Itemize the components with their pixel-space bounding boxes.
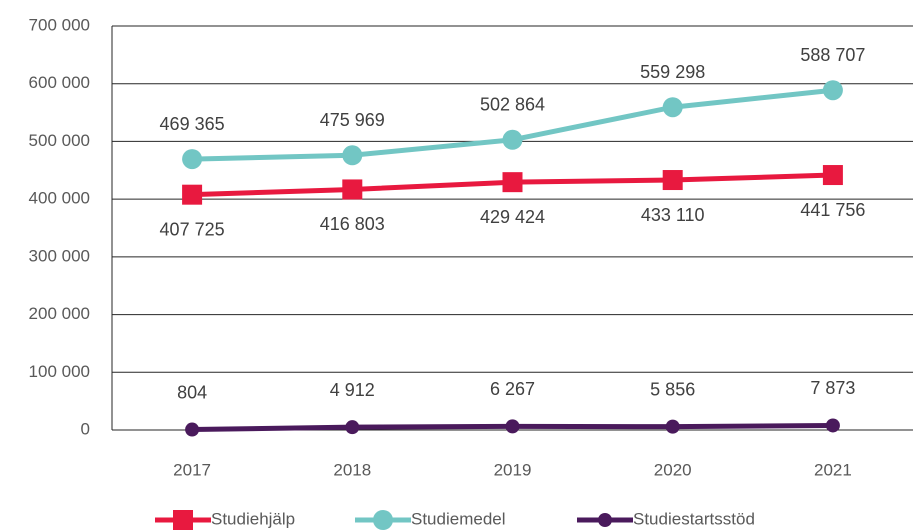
marker [825, 418, 840, 433]
legend-marker [598, 513, 612, 527]
y-tick-label: 0 [81, 419, 90, 438]
data-label: 429 424 [480, 207, 545, 227]
data-label: 559 298 [640, 62, 705, 82]
x-tick-label: 2019 [494, 460, 532, 479]
marker [182, 149, 203, 170]
marker [502, 172, 523, 193]
marker [665, 419, 680, 434]
marker [662, 97, 683, 118]
x-tick-label: 2018 [333, 460, 371, 479]
data-label: 4 912 [330, 380, 375, 400]
y-tick-label: 500 000 [29, 131, 90, 150]
y-tick-label: 400 000 [29, 189, 90, 208]
data-label: 433 110 [641, 205, 705, 225]
y-tick-label: 100 000 [29, 362, 90, 381]
y-tick-label: 300 000 [29, 246, 90, 265]
data-label: 469 365 [160, 114, 225, 134]
data-label: 6 267 [490, 379, 535, 399]
data-label: 7 873 [810, 378, 855, 398]
marker [342, 179, 363, 200]
data-label: 416 803 [320, 214, 385, 234]
data-label: 475 969 [320, 110, 385, 130]
marker [345, 420, 360, 435]
marker [505, 419, 520, 434]
marker [342, 145, 363, 166]
legend-marker [173, 510, 193, 530]
marker [822, 165, 843, 186]
data-label: 5 856 [650, 379, 695, 399]
data-label: 804 [177, 382, 207, 402]
y-tick-label: 700 000 [29, 15, 90, 34]
data-label: 441 756 [800, 200, 865, 220]
data-label: 502 864 [480, 95, 545, 115]
marker [182, 184, 203, 205]
marker [185, 422, 200, 437]
y-tick-label: 200 000 [29, 304, 90, 323]
data-label: 407 725 [160, 219, 225, 239]
legend-label: Studiestartsstöd [633, 509, 755, 528]
marker [822, 80, 843, 101]
data-label: 588 707 [800, 45, 865, 65]
legend-marker [373, 510, 393, 530]
x-tick-label: 2017 [173, 460, 211, 479]
marker [662, 170, 683, 191]
marker [502, 129, 523, 150]
y-tick-label: 600 000 [29, 73, 90, 92]
legend-label: Studiehjälp [211, 509, 295, 528]
legend-label: Studiemedel [411, 509, 506, 528]
x-tick-label: 2021 [814, 460, 852, 479]
x-tick-label: 2020 [654, 460, 692, 479]
